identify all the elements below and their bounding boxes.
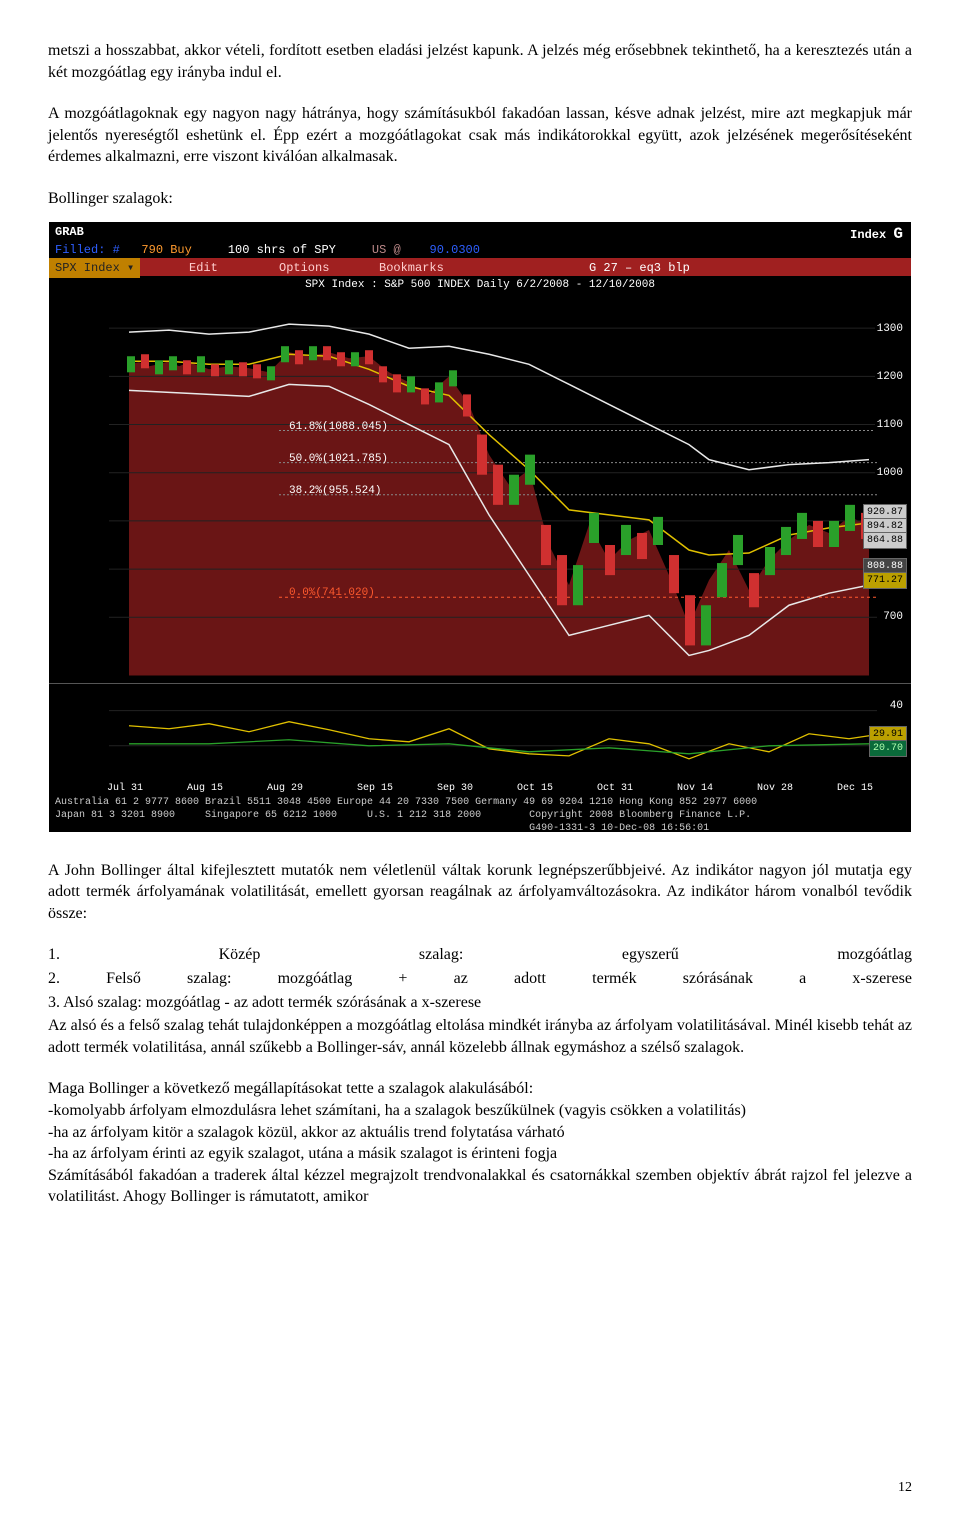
menu-g27: G 27 – eq3 blp — [589, 260, 690, 276]
bullet-2: -ha az árfolyam kitör a szalagok közül, … — [48, 1122, 912, 1144]
paragraph-5: Maga Bollinger a következő megállapításo… — [48, 1078, 912, 1100]
ylabel-1100: 1100 — [875, 418, 905, 433]
page-number: 12 — [898, 1479, 912, 1498]
menu-options[interactable]: Options — [279, 260, 329, 276]
section-bollinger: Bollinger szalagok: — [48, 188, 912, 210]
fib-382: 38.2%(955.524) — [289, 484, 381, 499]
paragraph-6: Számításából fakadóan a traderek által k… — [48, 1165, 912, 1208]
ylabel-1000: 1000 — [875, 466, 905, 481]
list-line-3: 3. Alsó szalag: mozgóátlag - az adott te… — [48, 992, 912, 1014]
list-line-2: 2. Felső szalag: mozgóátlag + az adott t… — [48, 968, 912, 990]
paragraph-1: metszi a hosszabbat, akkor vételi, fordí… — [48, 40, 912, 83]
fib-618: 61.8%(1088.045) — [289, 420, 388, 435]
ylabel-rsi40: 40 — [888, 699, 905, 714]
terminal-footer: Australia 61 2 9777 8600 Brazil 5511 304… — [49, 794, 911, 832]
ybox-c: 864.88 — [863, 532, 907, 550]
menu-edit[interactable]: Edit — [189, 260, 218, 276]
menu-bookmarks[interactable]: Bookmarks — [379, 260, 444, 276]
ylabel-1200: 1200 — [875, 370, 905, 385]
chart-body: 61.8%(1088.045) 50.0%(1021.785) 38.2%(95… — [49, 294, 911, 796]
fib-500: 50.0%(1021.785) — [289, 452, 388, 467]
grab-label: GRAB — [55, 225, 84, 239]
bullet-1: -komolyabb árfolyam elmozdulásra lehet s… — [48, 1100, 912, 1122]
ybox-e: 771.27 — [863, 572, 907, 590]
paragraph-4: Az alsó és a felső szalag tehát tulajdon… — [48, 1015, 912, 1058]
spx-index-button[interactable]: SPX Index ▾ — [49, 258, 140, 278]
bullet-3: -ha az árfolyam érinti az egyik szalagot… — [48, 1143, 912, 1165]
ybox-rsi2: 20.70 — [869, 740, 907, 758]
bloomberg-screenshot: GRAB Index G Filled: # 790 Buy 100 shrs … — [49, 222, 911, 832]
ylabel-1300: 1300 — [875, 322, 905, 337]
paragraph-3: A John Bollinger által kifejlesztett mut… — [48, 860, 912, 925]
list-line-1: 1. Közép szalag: egyszerű mozgóátlag — [48, 944, 912, 966]
ylabel-700: 700 — [881, 610, 905, 625]
fib-000: 0.0%(741.020) — [289, 586, 375, 601]
menu-bar: SPX Index ▾ Edit Options Bookmarks G 27 … — [49, 258, 911, 276]
paragraph-2: A mozgóátlagoknak egy nagyon nagy hátrán… — [48, 103, 912, 168]
